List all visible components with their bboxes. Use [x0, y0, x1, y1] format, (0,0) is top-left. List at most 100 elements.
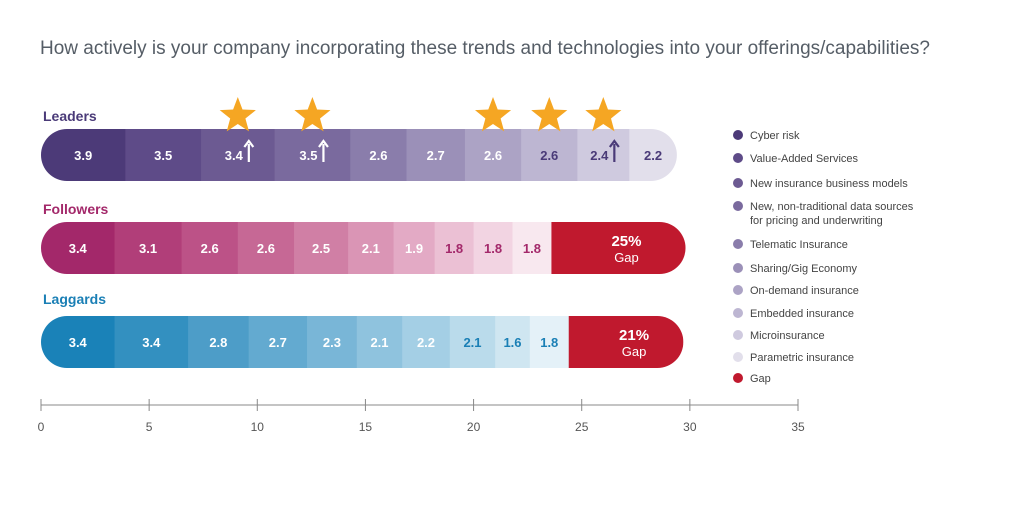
value-label: 2.1	[370, 335, 388, 350]
bar-segment	[402, 316, 451, 368]
bar-segment	[181, 222, 239, 274]
bar-segment	[434, 222, 475, 274]
bar-segment	[495, 316, 531, 368]
value-label: 2.7	[269, 335, 287, 350]
gap-word-label: Gap	[614, 250, 639, 265]
value-label: 1.8	[445, 241, 463, 256]
value-label: 2.6	[201, 241, 219, 256]
value-label: 3.4	[69, 335, 88, 350]
value-label: 2.3	[323, 335, 341, 350]
legend-swatch	[733, 153, 743, 163]
legend-label: Value-Added Services	[750, 153, 859, 165]
gap-segment	[551, 222, 686, 274]
legend-swatch	[733, 352, 743, 362]
gap-word-label: Gap	[622, 344, 647, 359]
bar-segment	[41, 222, 116, 274]
value-label: 3.9	[74, 148, 92, 163]
legend-swatch	[733, 130, 743, 140]
bar-segment	[114, 316, 189, 368]
gap-percent-label: 21%	[619, 327, 649, 344]
bar-segment	[188, 316, 250, 368]
bar-segment	[237, 222, 295, 274]
value-label: 1.8	[540, 335, 558, 350]
x-tick-label: 5	[146, 420, 153, 434]
legend-label: Embedded insurance	[750, 308, 854, 320]
value-label: 3.4	[69, 241, 88, 256]
value-label: 2.1	[463, 335, 481, 350]
bar-segment	[248, 316, 308, 368]
bar-segment	[348, 222, 395, 274]
legend-label: Cyber risk	[750, 130, 800, 142]
bar-segment	[393, 222, 436, 274]
legend-label: New, non-traditional data sources for pri…	[750, 201, 914, 227]
up-arrow-head-icon	[243, 139, 255, 148]
legend-label: Sharing/Gig Economy	[750, 263, 857, 275]
value-label: 2.6	[484, 148, 502, 163]
bar-segment	[307, 316, 358, 368]
value-label: 1.8	[523, 241, 541, 256]
group-label: Followers	[43, 201, 109, 217]
x-tick-label: 20	[467, 420, 481, 434]
value-label: 1.6	[503, 335, 521, 350]
legend-swatch	[733, 308, 743, 318]
x-tick-label: 0	[38, 420, 45, 434]
bar-segment	[464, 129, 522, 181]
bar-segment	[529, 316, 570, 368]
x-tick-label: 10	[251, 420, 265, 434]
legend-swatch	[733, 285, 743, 295]
bar-segment	[201, 129, 276, 181]
bar-segment	[449, 316, 496, 368]
value-label: 2.1	[362, 241, 380, 256]
star-icon	[219, 97, 256, 132]
value-label: 2.8	[209, 335, 227, 350]
legend-label: Gap	[750, 373, 771, 385]
bar-segment	[41, 316, 116, 368]
value-label: 2.2	[417, 335, 435, 350]
bar-segment	[41, 129, 126, 181]
value-label: 2.5	[312, 241, 330, 256]
value-label: 3.5	[299, 148, 317, 163]
legend-swatch	[733, 239, 743, 249]
bar-segment	[473, 222, 514, 274]
value-label: 2.6	[257, 241, 275, 256]
x-tick-label: 30	[683, 420, 697, 434]
legend-label: Telematic Insurance	[750, 239, 848, 251]
bar-segment	[512, 222, 552, 274]
value-label: 2.7	[427, 148, 445, 163]
legend-swatch	[733, 263, 743, 273]
legend-swatch	[733, 330, 743, 340]
gap-segment	[568, 316, 684, 368]
star-icon	[475, 97, 512, 132]
value-label: 2.4	[590, 148, 609, 163]
x-tick-label: 15	[359, 420, 373, 434]
group-label: Leaders	[43, 108, 97, 124]
up-arrow-head-icon	[318, 139, 329, 148]
bar-segment	[294, 222, 349, 274]
bar-group	[41, 222, 686, 274]
x-tick-label: 35	[791, 420, 805, 434]
bar-segment	[577, 129, 630, 181]
legend-label: Parametric insurance	[750, 352, 854, 364]
chart-title: How actively is your company incorporati…	[40, 38, 930, 59]
group-label: Laggards	[43, 291, 106, 307]
bar-segment	[356, 316, 403, 368]
bar-segment	[274, 129, 351, 181]
bar-segment	[125, 129, 202, 181]
bar-segment	[406, 129, 466, 181]
legend-label: On-demand insurance	[750, 285, 859, 297]
value-label: 3.4	[142, 335, 161, 350]
gap-percent-label: 25%	[611, 233, 641, 250]
legend-swatch	[733, 178, 743, 188]
star-icon	[585, 97, 622, 132]
star-icon	[294, 97, 331, 132]
value-label: 1.8	[484, 241, 502, 256]
value-label: 2.6	[369, 148, 387, 163]
bar-segment	[114, 222, 183, 274]
star-icon	[531, 97, 568, 132]
up-arrow-head-icon	[608, 139, 620, 148]
legend-label: New insurance business models	[750, 178, 908, 190]
value-label: 3.1	[139, 241, 157, 256]
legend-swatch	[733, 373, 743, 383]
value-label: 2.2	[644, 148, 662, 163]
